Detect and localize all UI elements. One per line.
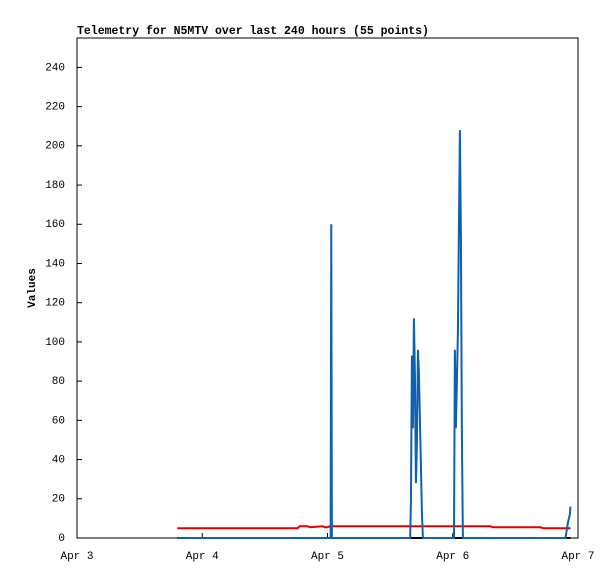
plot-frame — [76, 37, 579, 539]
y-tick-label: 20 — [52, 494, 65, 506]
y-tick-label: 120 — [45, 298, 65, 310]
y-tick-label: 0 — [58, 533, 65, 545]
y-tick-label: 40 — [52, 454, 65, 466]
y-tick-label: 80 — [52, 376, 65, 388]
x-tick-label: Apr 6 — [436, 551, 469, 563]
y-tick-label: 200 — [45, 141, 65, 153]
y-axis-label: Values — [27, 268, 39, 308]
chart-title: Telemetry for N5MTV over last 240 hours … — [77, 25, 429, 38]
series-line — [177, 130, 572, 539]
y-tick-label: 220 — [45, 102, 65, 114]
y-tick-label: 160 — [45, 219, 65, 231]
x-tick-label: Apr 7 — [561, 551, 594, 563]
y-tick-label: 100 — [45, 337, 65, 349]
y-tick-label: 140 — [45, 258, 65, 270]
x-tick-label: Apr 3 — [60, 551, 93, 563]
x-tick-label: Apr 4 — [186, 551, 219, 563]
series-line — [177, 525, 571, 530]
y-tick-label: 180 — [45, 180, 65, 192]
y-tick-label: 60 — [52, 415, 65, 427]
y-tick-label: 240 — [45, 62, 65, 74]
x-tick-label: Apr 5 — [311, 551, 344, 563]
